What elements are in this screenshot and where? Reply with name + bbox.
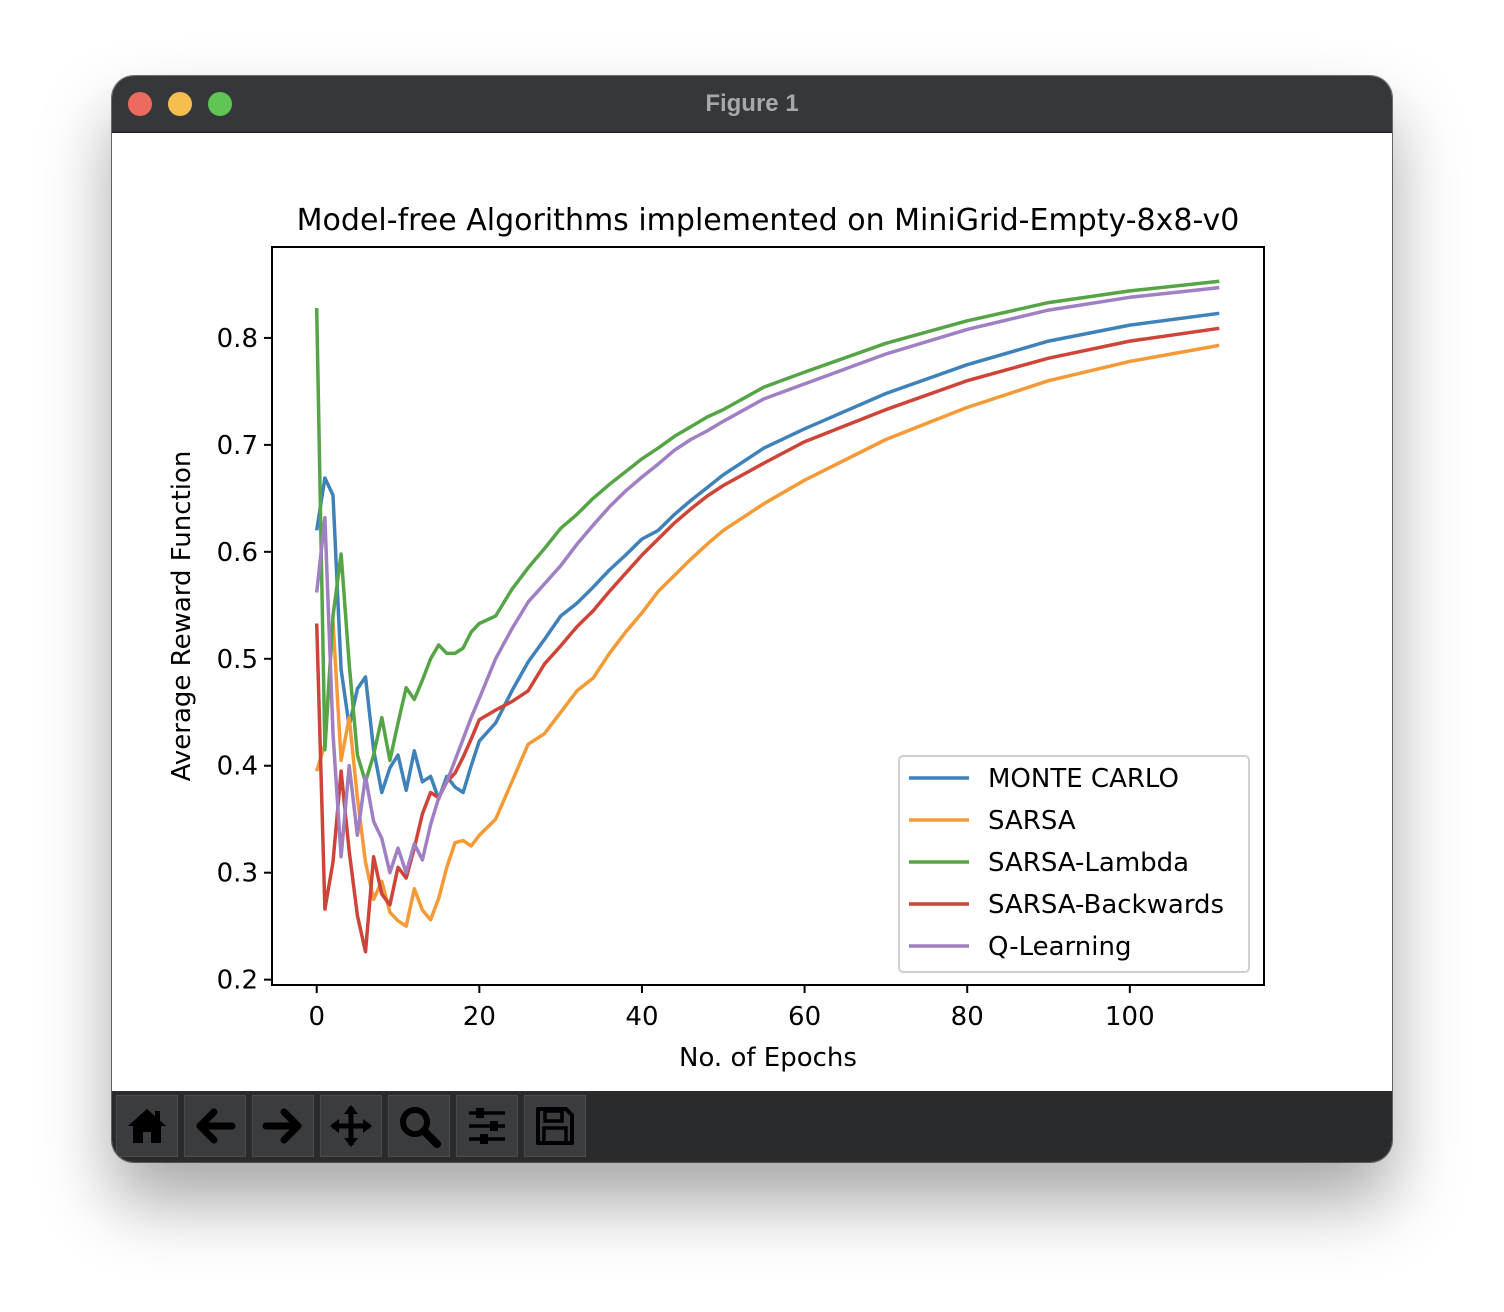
home-icon	[128, 1109, 166, 1143]
zoom-magnifier-icon	[400, 1107, 441, 1148]
y-tick-label: 0.5	[217, 645, 258, 675]
home-button[interactable]	[116, 1095, 178, 1157]
plot-frame	[271, 246, 1265, 986]
close-window-button[interactable]	[128, 92, 152, 116]
legend-label: SARSA-Lambda	[988, 848, 1189, 878]
minimize-window-button[interactable]	[168, 92, 192, 116]
zoom-button[interactable]	[388, 1095, 450, 1157]
x-tick-label: 20	[463, 1002, 496, 1032]
y-tick-label: 0.2	[217, 966, 258, 996]
navigation-toolbar	[112, 1091, 1392, 1162]
figure-canvas: Model-free Algorithms implemented on Min…	[112, 133, 1392, 1091]
series-line-sarsa	[315, 343, 1220, 928]
pan-button[interactable]	[320, 1095, 382, 1157]
x-tick-label: 80	[951, 1002, 984, 1032]
forward-arrow-icon	[262, 1108, 302, 1144]
window-title: Figure 1	[705, 90, 799, 117]
chart-title: Model-free Algorithms implemented on Min…	[297, 203, 1240, 238]
y-axis: 0.2 0.3 0.4 0.5 0.6 0.7 0.8	[217, 324, 272, 996]
y-tick-label: 0.7	[217, 431, 258, 461]
title-bar: Figure 1	[112, 76, 1392, 133]
x-tick-label: 0	[308, 1002, 325, 1032]
series-line-q-learning	[314, 285, 1220, 875]
save-floppy-icon	[536, 1107, 574, 1145]
legend-label: Q-Learning	[988, 932, 1131, 962]
line-chart: Model-free Algorithms implemented on Min…	[167, 203, 1265, 1073]
x-tick-label: 40	[625, 1002, 658, 1032]
plot-series-group	[314, 279, 1220, 954]
pan-move-icon	[330, 1105, 372, 1147]
y-tick-label: 0.8	[217, 324, 258, 354]
series-line-sarsa-lambda	[314, 279, 1220, 784]
x-axis: 0 20 40 60 80 100	[308, 985, 1155, 1032]
back-button[interactable]	[184, 1095, 246, 1157]
y-tick-label: 0.4	[217, 752, 258, 782]
chart-legend: MONTE CARLO SARSA SARSA-Lambda SARSA-Backwa…	[898, 755, 1250, 973]
series-line-sarsa-backwards	[314, 326, 1220, 954]
y-axis-label: Average Reward Function	[167, 451, 197, 782]
x-axis-label: No. of Epochs	[679, 1043, 857, 1073]
figure-window: Figure 1 Model-free Algorithms implement…	[112, 76, 1392, 1162]
legend-label: MONTE CARLO	[988, 764, 1179, 794]
legend-label: SARSA	[988, 806, 1076, 836]
configure-subplots-button[interactable]	[456, 1095, 518, 1157]
y-tick-label: 0.6	[217, 538, 258, 568]
x-tick-label: 100	[1105, 1002, 1155, 1032]
maximize-window-button[interactable]	[208, 92, 232, 116]
save-button[interactable]	[524, 1095, 586, 1157]
x-tick-label: 60	[788, 1002, 821, 1032]
y-tick-label: 0.3	[217, 859, 258, 889]
legend-label: SARSA-Backwards	[988, 890, 1224, 920]
forward-button[interactable]	[252, 1095, 314, 1157]
back-arrow-icon	[196, 1108, 236, 1144]
configure-subplots-icon	[469, 1108, 505, 1144]
legend-frame	[898, 755, 1250, 973]
